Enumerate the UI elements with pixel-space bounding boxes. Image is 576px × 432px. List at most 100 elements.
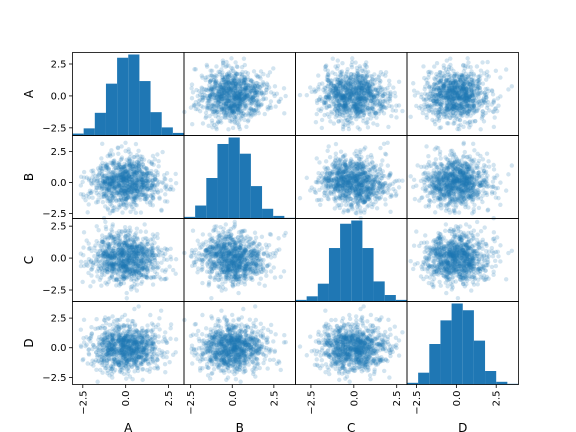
scatter-point [325, 148, 330, 154]
scatter-point [271, 66, 276, 71]
scatter-point [256, 98, 262, 103]
scatter-point [245, 74, 250, 80]
scatter-point [139, 169, 145, 175]
scatter-point [221, 104, 226, 109]
scatter-point [225, 98, 230, 103]
scatter-point [364, 192, 369, 198]
scatter-point [383, 202, 388, 207]
scatter-point [162, 199, 168, 204]
hist-bar-A-3 [105, 83, 118, 136]
scatter-point [393, 94, 398, 99]
scatter-point [338, 149, 344, 154]
scatter-point [333, 103, 338, 108]
scatter-point [479, 116, 485, 121]
scatter-point [237, 95, 243, 100]
scatter-point [445, 72, 451, 78]
cell-A-B [182, 56, 288, 132]
scatter-point [492, 115, 497, 120]
scatter-point [388, 170, 393, 176]
scatter-point [251, 86, 256, 91]
scatter-point [231, 94, 236, 99]
scatter-point [274, 91, 280, 96]
scatter-point [408, 114, 413, 119]
scatter-point [459, 73, 465, 78]
scatter-point [457, 110, 462, 116]
scatter-point [369, 182, 375, 187]
scatter-point [344, 168, 350, 173]
scatter-point [493, 68, 499, 73]
scatter-point [248, 106, 254, 112]
scatter-point [109, 203, 115, 208]
scatter-point [131, 172, 137, 177]
scatter-point [156, 164, 161, 169]
hist-bar-A-1 [83, 128, 95, 136]
scatter-point [452, 80, 458, 85]
scatter-point [344, 188, 349, 193]
scatter-point [236, 95, 242, 101]
scatter-point [115, 145, 120, 150]
scatter-point [391, 85, 396, 90]
scatter-point [209, 73, 215, 78]
scatter-point [199, 73, 204, 78]
scatter-point [208, 73, 213, 78]
scatter-point [448, 56, 453, 61]
scatter-point [353, 60, 358, 65]
scatter-point [355, 125, 360, 130]
scatter-point [195, 93, 200, 99]
scatter-point [466, 60, 471, 65]
scatter-point [150, 153, 156, 159]
scatter-point [220, 63, 226, 68]
scatter-point [297, 195, 303, 201]
scatter-point [200, 75, 205, 80]
scatter-point [316, 171, 321, 176]
scatter-point [237, 107, 243, 112]
scatter-point [212, 108, 217, 113]
scatter-point [327, 178, 332, 184]
scatter-point [390, 181, 395, 186]
scatter-point [127, 186, 132, 191]
scatter-point [233, 60, 238, 65]
scatter-point [372, 72, 377, 77]
scatter-point [253, 99, 258, 104]
scatter-point [316, 73, 321, 78]
scatter-point [468, 64, 473, 70]
scatter-point [241, 87, 246, 92]
scatter-point [421, 64, 426, 69]
scatter-point [244, 124, 249, 130]
scatter-point [469, 71, 474, 77]
scatter-point [99, 183, 104, 188]
scatter-point [328, 119, 333, 124]
scatter-point [376, 73, 382, 78]
scatter-point [215, 102, 220, 108]
scatter-point [93, 200, 99, 205]
scatter-point [240, 99, 245, 104]
scatter-point [335, 203, 340, 208]
scatter-point [354, 84, 360, 89]
scatter-point [351, 166, 357, 171]
scatter-point [268, 99, 274, 104]
scatter-point [164, 187, 169, 192]
scatter-point [151, 184, 157, 189]
scatter-point [439, 70, 444, 75]
scatter-point [419, 94, 424, 100]
scatter-point [159, 207, 164, 212]
scatter-point [236, 77, 242, 82]
cell-A-A [72, 54, 184, 136]
scatter-point [236, 97, 241, 102]
scatter-point [140, 154, 145, 159]
scatter-point [371, 94, 377, 100]
scatter-point [385, 186, 390, 191]
scatter-point [277, 99, 282, 105]
scatter-point [214, 95, 219, 101]
scatter-point [90, 195, 95, 200]
scatter-point [246, 96, 251, 102]
scatter-point [445, 120, 450, 126]
scatter-point [220, 70, 225, 75]
scatter-point [250, 99, 255, 104]
scatter-point [369, 155, 374, 160]
scatter-point [232, 97, 238, 102]
scatter-point [204, 62, 209, 68]
scatter-point [224, 96, 229, 101]
scatter-point [153, 168, 159, 174]
scatter-point [360, 115, 366, 121]
